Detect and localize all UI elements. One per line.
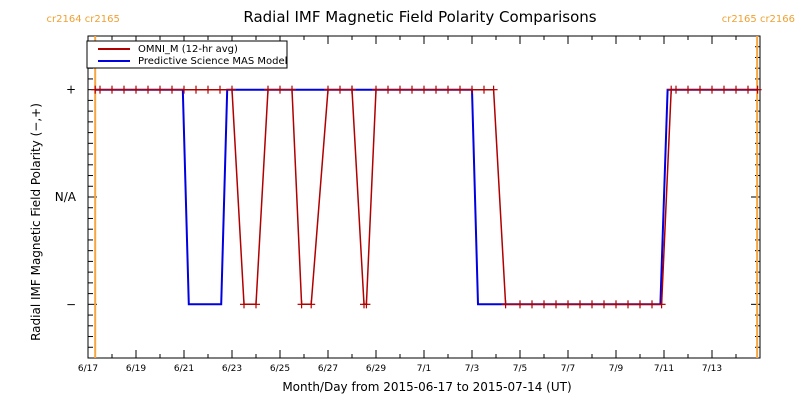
x-tick-label: 6/17	[78, 364, 98, 374]
omni-data-point	[324, 85, 332, 94]
omni-data-point	[336, 85, 344, 94]
omni-data-point	[432, 85, 440, 94]
omni-data-point	[684, 85, 692, 94]
x-tick-label: 7/5	[513, 364, 527, 374]
omni-data-point	[192, 85, 200, 94]
x-tick-label: 7/3	[465, 364, 479, 374]
plot-frame	[87, 35, 761, 359]
legend: OMNI_M (12-hr avg) Predictive Science MA…	[86, 40, 288, 69]
x-tick-label: 7/1	[417, 364, 431, 374]
omni-data-point	[489, 85, 498, 94]
omni-data-point	[456, 85, 464, 94]
omni-data-point	[528, 300, 536, 309]
omni-data-point	[288, 85, 296, 94]
omni-data-point	[216, 85, 224, 94]
omni-data-point	[204, 85, 212, 94]
omni-data-point	[120, 85, 128, 94]
omni-data-point	[228, 85, 236, 94]
series-line-omni	[95, 88, 758, 306]
omni-data-point	[744, 85, 752, 94]
omni-data-point	[501, 300, 510, 309]
y-tick-label: +	[66, 83, 76, 97]
omni-data-point	[672, 85, 680, 94]
carrington-label: cr2164 cr2165	[47, 14, 120, 25]
chart-title: Radial IMF Magnetic Field Polarity Compa…	[243, 8, 596, 26]
x-tick-label: 6/21	[174, 364, 194, 374]
omni-data-point	[132, 85, 140, 94]
omni-data-point	[708, 85, 716, 94]
omni-data-point	[408, 85, 416, 94]
x-axis-label: Month/Day from 2015-06-17 to 2015-07-14 …	[282, 380, 571, 394]
omni-data-point	[657, 300, 666, 309]
omni-data-point	[636, 300, 644, 309]
omni-data-point	[384, 85, 392, 94]
legend-box	[86, 40, 288, 69]
omni-data-point	[753, 85, 762, 94]
omni-data-point	[516, 300, 524, 309]
x-tick-label: 6/23	[222, 364, 242, 374]
omni-data-point	[552, 300, 560, 309]
omni-data-point	[348, 85, 356, 94]
omni-data-point	[564, 300, 572, 309]
omni-data-point	[96, 85, 104, 94]
omni-data-point	[480, 85, 488, 94]
omni-data-point	[180, 85, 188, 94]
omni-data-point	[720, 85, 728, 94]
omni-data-point	[372, 85, 380, 94]
omni-data-point	[264, 85, 272, 94]
x-tick-label: 7/13	[702, 364, 722, 374]
omni-data-point	[297, 300, 306, 309]
x-tick-label: 7/9	[609, 364, 624, 374]
omni-data-point	[696, 85, 704, 94]
omni-data-point	[307, 300, 316, 309]
omni-data-point	[576, 300, 584, 309]
legend-label-omni: OMNI_M (12-hr avg)	[138, 44, 238, 55]
omni-data-point	[108, 85, 116, 94]
omni-data-point	[396, 85, 404, 94]
x-tick-label: 7/7	[561, 364, 575, 374]
omni-data-point	[144, 85, 152, 94]
legend-label-mas: Predictive Science MAS Model	[138, 56, 287, 67]
y-axis-label: Radial IMF Magnetic Field Polarity (−,+)	[29, 103, 43, 341]
omni-data-point	[168, 85, 176, 94]
series-line-mas	[95, 88, 758, 306]
omni-data-point	[600, 300, 608, 309]
omni-data-point	[444, 85, 452, 94]
carrington-label: cr2165 cr2166	[722, 14, 795, 25]
omni-data-point	[732, 85, 740, 94]
omni-data-point	[362, 300, 371, 309]
omni-data-point	[420, 85, 428, 94]
omni-data-point	[612, 300, 620, 309]
x-tick-label: 7/11	[654, 364, 674, 374]
omni-data-point	[648, 300, 656, 309]
omni-data-point	[156, 85, 164, 94]
omni-data-point	[252, 300, 260, 309]
omni-data-point	[240, 300, 248, 309]
omni-data-point	[588, 300, 596, 309]
x-tick-label: 6/19	[126, 364, 146, 374]
x-tick-label: 6/25	[270, 364, 290, 374]
y-tick-label: −	[66, 297, 76, 311]
x-tick-label: 6/27	[318, 364, 338, 374]
omni-data-point	[540, 300, 548, 309]
omni-data-point	[468, 85, 476, 94]
y-tick-label: N/A	[55, 190, 77, 204]
omni-data-point	[624, 300, 632, 309]
x-tick-label: 6/29	[366, 364, 386, 374]
omni-data-point	[276, 85, 284, 94]
